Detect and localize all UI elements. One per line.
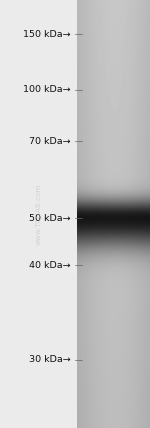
Bar — [0, 0, 76, 428]
Text: 30 kDa→: 30 kDa→ — [29, 355, 70, 364]
Text: www.TCGAB.com: www.TCGAB.com — [35, 183, 41, 245]
Text: 150 kDa→: 150 kDa→ — [23, 30, 70, 39]
Text: 50 kDa→: 50 kDa→ — [29, 214, 70, 223]
Text: 70 kDa→: 70 kDa→ — [29, 137, 70, 146]
Text: 100 kDa→: 100 kDa→ — [23, 85, 70, 95]
Text: 40 kDa→: 40 kDa→ — [29, 261, 70, 270]
